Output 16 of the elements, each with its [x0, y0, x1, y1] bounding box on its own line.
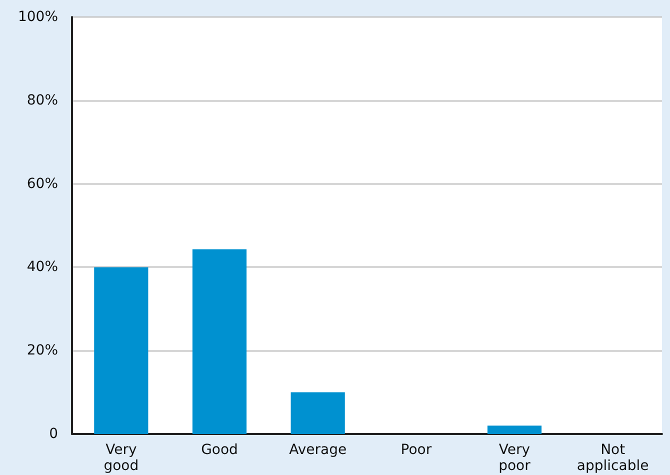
- y-tick-label: 20%: [26, 342, 58, 359]
- bar: [94, 267, 148, 434]
- x-tick-label: Very poor: [498, 442, 531, 474]
- x-tick-label: Not applicable: [576, 442, 649, 474]
- y-tick-label: 40%: [26, 259, 58, 276]
- y-tick-label: 0: [49, 426, 58, 442]
- x-tick-label: Good: [201, 442, 238, 458]
- y-tick-label: 80%: [26, 92, 58, 108]
- x-tick-label: Very good: [104, 442, 139, 474]
- bar: [487, 426, 542, 434]
- bar: [290, 392, 345, 434]
- x-tick-label: Average: [289, 442, 347, 458]
- y-tick-label: 100%: [18, 9, 58, 25]
- y-tick-label: 60%: [26, 176, 58, 192]
- x-tick-label: Poor: [400, 442, 432, 458]
- bar: [192, 249, 247, 434]
